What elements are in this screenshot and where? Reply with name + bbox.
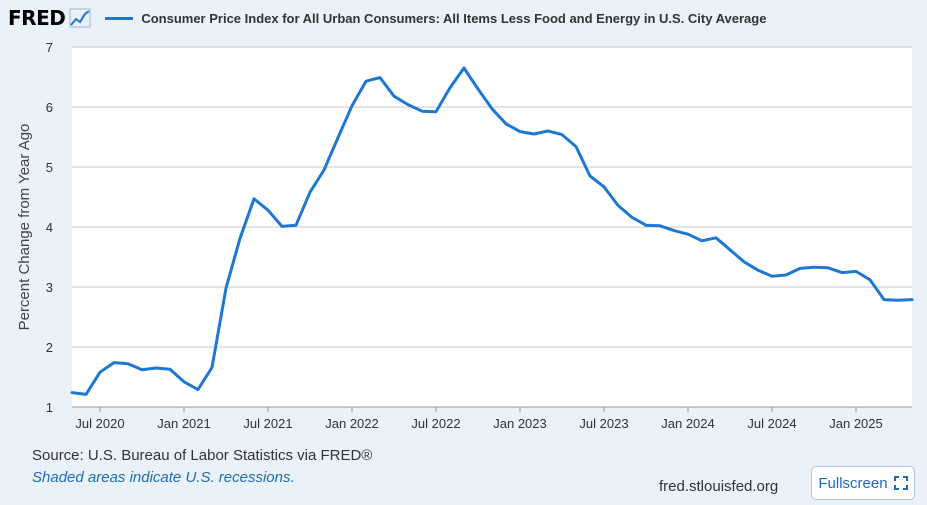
y-tick-label: 3	[46, 280, 53, 295]
data-point	[785, 274, 787, 276]
x-tick-label: Jul 2023	[579, 416, 628, 431]
data-point	[533, 133, 535, 135]
source-note: Source: U.S. Bureau of Labor Statistics …	[32, 447, 373, 464]
data-point	[491, 108, 493, 110]
data-point	[659, 225, 661, 227]
y-tick-label: 5	[46, 160, 53, 175]
data-point	[323, 169, 325, 171]
data-point	[295, 224, 297, 226]
y-tick-label: 7	[46, 40, 53, 55]
data-point	[379, 76, 381, 78]
series-title[interactable]: Consumer Price Index for All Urban Consu…	[141, 10, 767, 26]
data-point	[673, 229, 675, 231]
data-point	[351, 105, 353, 107]
x-tick-label: Jan 2023	[493, 416, 547, 431]
data-point	[477, 88, 479, 90]
data-point	[421, 110, 423, 112]
data-point	[869, 279, 871, 281]
data-point	[883, 298, 885, 300]
recession-note: Shaded areas indicate U.S. recessions.	[32, 469, 295, 486]
data-point	[169, 368, 171, 370]
data-point	[211, 366, 213, 368]
data-point	[183, 381, 185, 383]
data-point	[771, 275, 773, 277]
x-tick-label: Jan 2024	[661, 416, 715, 431]
data-point	[897, 299, 899, 301]
y-tick-label: 1	[46, 400, 53, 415]
data-point	[393, 95, 395, 97]
x-tick-label: Jan 2025	[829, 416, 883, 431]
data-point	[575, 145, 577, 147]
x-tick-label: Jul 2021	[243, 416, 292, 431]
data-point	[617, 204, 619, 206]
data-point	[589, 175, 591, 177]
data-point	[799, 267, 801, 269]
data-point	[365, 80, 367, 82]
data-point	[813, 266, 815, 268]
data-point	[687, 233, 689, 235]
legend-swatch	[105, 16, 134, 20]
data-point	[225, 287, 227, 289]
x-tick-label: Jul 2020	[75, 416, 124, 431]
data-point	[645, 224, 647, 226]
expand-icon	[893, 476, 908, 490]
data-point	[267, 209, 269, 211]
data-point	[141, 369, 143, 371]
data-point	[127, 363, 129, 365]
fullscreen-button[interactable]: Fullscreen	[811, 466, 915, 500]
data-point	[99, 371, 101, 373]
data-point	[449, 87, 451, 89]
site-url[interactable]: fred.stlouisfed.org	[659, 478, 779, 495]
data-point	[281, 225, 283, 227]
data-point	[309, 191, 311, 193]
data-point	[841, 271, 843, 273]
x-tick-label: Jul 2022	[411, 416, 460, 431]
data-point	[911, 298, 913, 300]
trend-chart-icon	[69, 8, 91, 28]
data-point	[701, 240, 703, 242]
fullscreen-label: Fullscreen	[818, 474, 888, 492]
data-point	[239, 237, 241, 239]
data-point	[519, 130, 521, 132]
y-tick-label: 4	[46, 220, 53, 235]
data-point	[743, 261, 745, 263]
data-point	[463, 67, 465, 69]
data-point	[71, 391, 73, 393]
y-tick-label: 6	[46, 100, 53, 115]
x-tick-label: Jan 2022	[325, 416, 379, 431]
line-chart: 1 2 3 4 5 6 7 Jul 2020 Jan 2021 Jul 2021 Jan 2022 J…	[16, 40, 914, 431]
data-point	[757, 269, 759, 271]
data-point	[197, 388, 199, 390]
data-point	[729, 249, 731, 251]
chart-header: FRED Consumer Price Index for All Urban …	[8, 6, 766, 30]
data-point	[155, 367, 157, 369]
data-point	[715, 237, 717, 239]
fred-logo[interactable]: FRED	[8, 6, 66, 30]
data-point	[631, 216, 633, 218]
data-point	[85, 393, 87, 395]
data-point	[561, 133, 563, 135]
data-point	[603, 186, 605, 188]
data-point	[855, 270, 857, 272]
data-point	[407, 103, 409, 105]
y-axis-label: Percent Change from Year Ago	[16, 124, 33, 331]
data-point	[113, 361, 115, 363]
x-tick-label: Jan 2021	[157, 416, 211, 431]
y-tick-label: 2	[46, 340, 53, 355]
series-line	[70, 66, 914, 396]
data-point	[827, 267, 829, 269]
data-point	[505, 123, 507, 125]
data-point	[435, 111, 437, 113]
data-point	[337, 136, 339, 138]
data-point	[547, 130, 549, 132]
x-tick-label: Jul 2024	[747, 416, 796, 431]
data-point	[253, 198, 255, 200]
